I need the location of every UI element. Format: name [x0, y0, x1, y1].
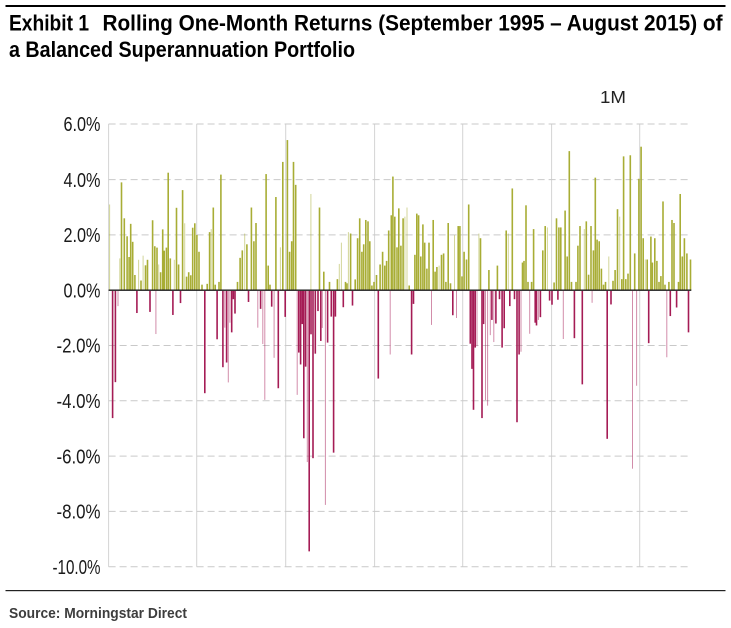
svg-text:-6.0%: -6.0% — [57, 446, 101, 468]
svg-text:-8.0%: -8.0% — [57, 502, 101, 524]
svg-text:Exhibit 1: Exhibit 1 — [9, 11, 89, 36]
svg-text:a Balanced Superannuation Port: a Balanced Superannuation Portfolio — [9, 37, 355, 62]
svg-text:-4.0%: -4.0% — [57, 391, 101, 413]
svg-text:4.0%: 4.0% — [64, 170, 101, 192]
svg-text:1M: 1M — [600, 87, 626, 107]
svg-text:-10.0%: -10.0% — [53, 557, 101, 579]
svg-text:Rolling One-Month Returns (Sep: Rolling One-Month Returns (September 199… — [103, 11, 723, 36]
svg-text:-2.0%: -2.0% — [57, 336, 101, 358]
svg-text:Source: Morningstar Direct: Source: Morningstar Direct — [9, 606, 187, 622]
svg-text:2.0%: 2.0% — [64, 225, 101, 247]
svg-text:0.0%: 0.0% — [64, 280, 101, 302]
svg-text:6.0%: 6.0% — [64, 114, 101, 136]
